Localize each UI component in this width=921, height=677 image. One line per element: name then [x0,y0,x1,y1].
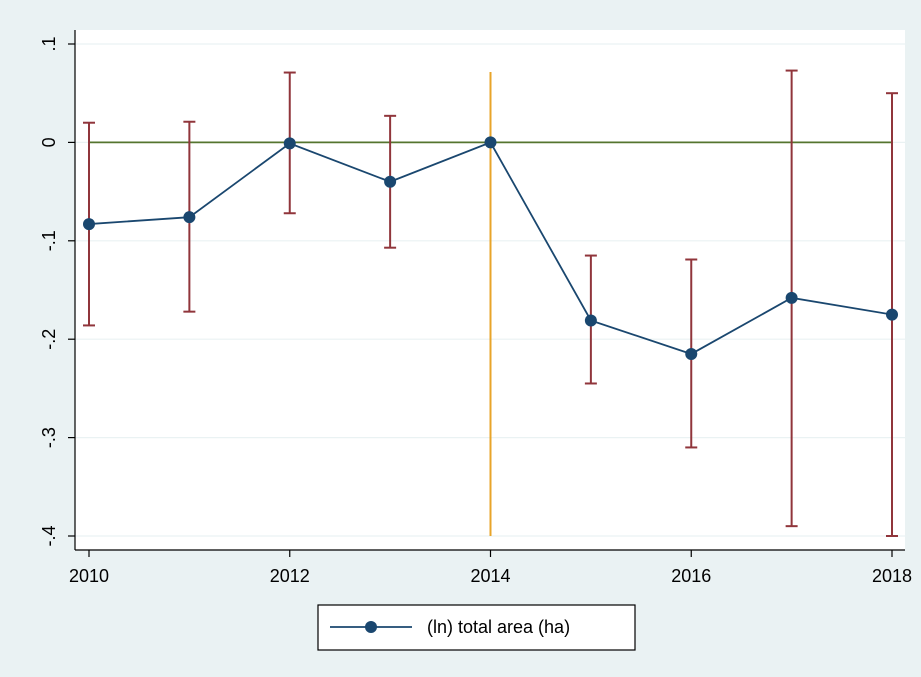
legend-label: (ln) total area (ha) [427,617,570,637]
data-point [183,211,196,224]
data-point [886,308,898,321]
data-point [685,347,698,360]
data-point [83,218,95,231]
data-point [785,291,798,304]
y-tick-label: -.3 [39,427,59,448]
data-point [584,314,597,327]
y-tick-label: 0 [39,137,59,147]
axes: .1 0 -.1 -.2 -.3 -.4 2010 2012 2014 2016 2018 [39,30,912,586]
data-point [484,136,497,149]
y-tick-label: -.1 [39,230,59,251]
x-tick-label: 2010 [69,566,109,586]
x-tick-label: 2014 [470,566,510,586]
y-tick-label: -.2 [39,329,59,350]
data-point [384,175,397,188]
y-tick-label: .1 [39,36,59,51]
x-tick-label: 2012 [270,566,310,586]
data-series [83,136,898,360]
legend: (ln) total area (ha) [317,604,636,651]
y-tick-label: -.4 [39,525,59,546]
data-point [283,137,296,150]
x-tick-label: 2018 [872,566,912,586]
x-tick-label: 2016 [671,566,711,586]
legend-marker-swatch [365,621,377,633]
